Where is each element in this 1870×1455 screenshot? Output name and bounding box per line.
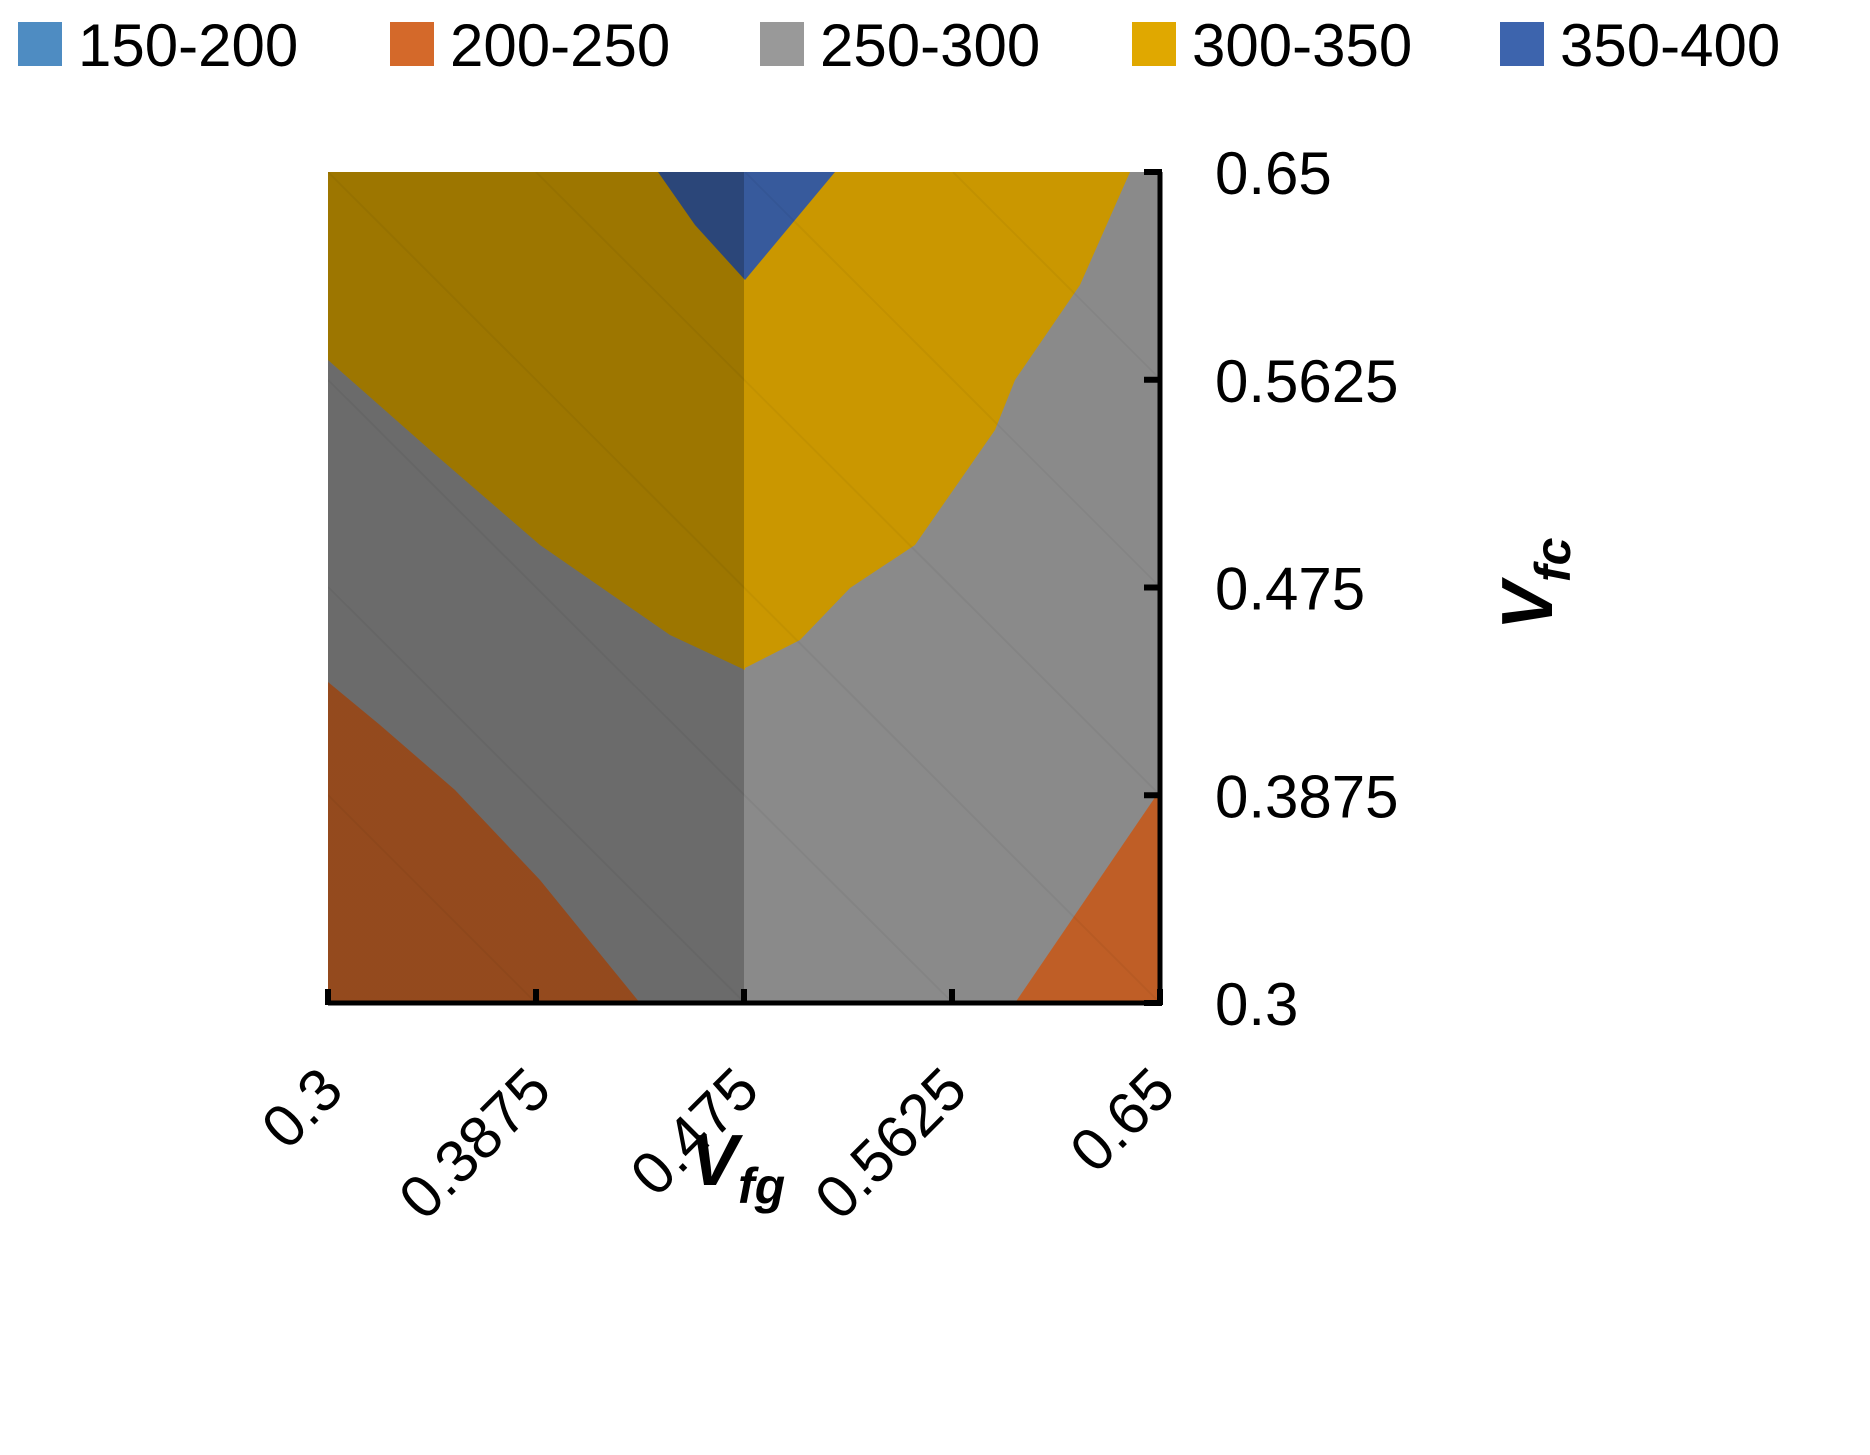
legend-swatch-250-300 [760,22,804,66]
surface-shade [328,172,1160,1003]
legend-label-250-300: 250-300 [820,12,1040,79]
x-axis-title-main: V [690,1121,744,1201]
legend-swatch-350-400 [1500,22,1544,66]
legend-label-200-250: 200-250 [450,12,670,79]
legend: 150-200 200-250 250-300 300-350 350-400 [18,12,1780,79]
y-tick-label-0.475: 0.475 [1215,556,1365,623]
y-tick-label-0.65: 0.65 [1215,140,1332,207]
contour-plot [328,172,1160,1003]
x-axis-title: Vfg [690,1121,785,1214]
legend-swatch-150-200 [18,22,62,66]
x-tick-label-0.5625: 0.5625 [802,1055,979,1232]
x-tick-label-0.3: 0.3 [249,1055,355,1161]
legend-swatch-300-350 [1132,22,1176,66]
legend-label-300-350: 300-350 [1192,12,1412,79]
y-axis-title-main: V [1488,576,1568,630]
y-tick-label-0.5625: 0.5625 [1215,348,1399,415]
legend-swatch-200-250 [390,22,434,66]
y-axis-title: Vfc [1488,537,1581,630]
surface-facets [328,172,1160,1003]
x-tick-label-0.65: 0.65 [1057,1055,1187,1185]
y-tick-label-0.3: 0.3 [1215,971,1298,1038]
y-tick-label-0.3875: 0.3875 [1215,763,1399,830]
legend-label-150-200: 150-200 [78,12,298,79]
y-axis-ticks: 0.3 0.3875 0.475 0.5625 0.65 [1144,140,1399,1038]
y-axis-title-sub: fc [1525,537,1581,582]
legend-label-350-400: 350-400 [1560,12,1780,79]
x-tick-label-0.3875: 0.3875 [386,1055,563,1232]
x-axis-title-sub: fg [738,1158,785,1214]
